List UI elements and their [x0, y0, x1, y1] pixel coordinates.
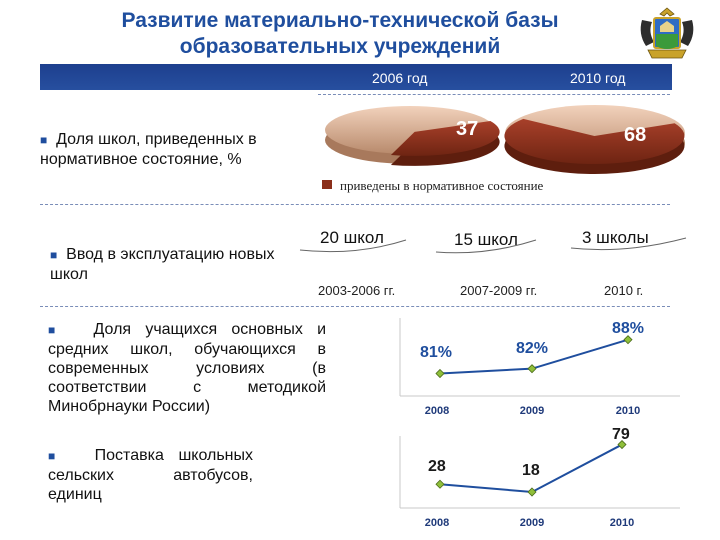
pie-2010 — [504, 105, 685, 174]
buses-label: ■ Поставка школьных сельских автобусов, … — [48, 446, 253, 504]
data-label: 81% — [420, 344, 453, 361]
bullet-icon: ■ — [40, 133, 48, 147]
modern-label-text: Доля учащихся основных и средних школ, о… — [48, 321, 327, 415]
data-label: 28 — [428, 458, 446, 475]
header-bar — [40, 64, 672, 90]
title-line-1: Развитие материально-технической базы — [121, 9, 559, 32]
modern-label: ■ Доля учащихся основных и средних школ,… — [48, 320, 326, 416]
new-schools-count-2: 15 школ — [454, 230, 518, 249]
coat-of-arms-icon — [640, 7, 694, 59]
share-label-text: Доля школ, приведенных в нормативное сос… — [40, 131, 257, 168]
new-schools-count-1: 20 школ — [320, 228, 384, 247]
x-tick-label: 2008 — [425, 405, 449, 417]
legend-swatch — [322, 180, 332, 189]
buses-label-text: Поставка школьных сельских автобусов, ед… — [48, 447, 254, 503]
pie-2006 — [325, 106, 500, 166]
bullet-icon: ■ — [50, 248, 58, 262]
data-label: 18 — [522, 462, 540, 479]
x-tick-label: 2010 — [616, 405, 640, 417]
modern-line-chart: 2008 2009 2010 — [399, 318, 680, 417]
divider — [40, 306, 670, 307]
divider — [318, 94, 670, 95]
data-label: 82% — [516, 340, 549, 357]
data-point — [435, 479, 445, 489]
legend-label: приведены в нормативное состояние — [340, 178, 544, 193]
data-label: 79 — [612, 426, 630, 443]
new-schools-label-text: Ввод в эксплуатацию новых школ — [50, 246, 275, 283]
data-point — [623, 335, 633, 345]
new-schools-count-3: 3 школы — [582, 228, 649, 247]
x-tick-label: 2009 — [520, 517, 544, 529]
year-label-2006: 2006 год — [372, 70, 428, 86]
pie-2010-highlight-slice — [504, 118, 685, 164]
bullet-icon: ■ — [48, 449, 66, 463]
school-underlines — [299, 237, 687, 254]
pie-charts — [325, 105, 685, 174]
year-label-2010: 2010 год — [570, 70, 626, 86]
new-schools-label: ■ Ввод в эксплуатацию новых школ — [50, 245, 290, 284]
pie-2010-value-label: 68 — [624, 124, 647, 146]
new-schools-period-2: 2007-2009 гг. — [460, 283, 538, 298]
data-point — [435, 368, 445, 379]
share-label: ■ Доля школ, приведенных в нормативное с… — [40, 130, 320, 169]
buses-line-chart: 2008 2009 2010 — [399, 436, 680, 529]
data-label: 88% — [612, 320, 645, 337]
x-tick-label: 2010 — [610, 517, 634, 529]
data-point — [527, 364, 537, 374]
title-line-2: образовательных учреждений — [179, 35, 501, 58]
pie-2006-value-label: 37 — [456, 118, 479, 140]
bullet-icon: ■ — [48, 323, 66, 337]
page-title: Развитие материально-технической базы об… — [60, 8, 620, 60]
x-tick-label: 2009 — [520, 405, 544, 417]
x-tick-label: 2008 — [425, 517, 449, 529]
pie-2006-highlight-slice — [390, 121, 500, 156]
new-schools-period-3: 2010 г. — [604, 283, 644, 298]
divider — [40, 204, 670, 205]
data-point — [617, 439, 627, 450]
new-schools-period-1: 2003-2006 гг. — [318, 283, 396, 298]
data-point — [527, 487, 537, 497]
